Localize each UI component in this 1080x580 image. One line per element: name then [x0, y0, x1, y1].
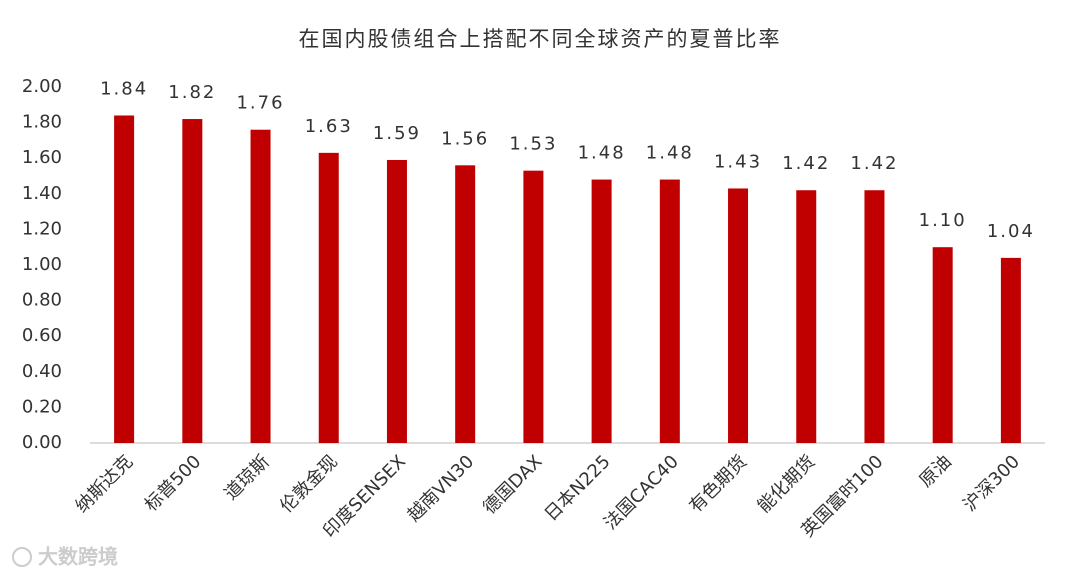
value-label: 1.59: [373, 123, 421, 144]
value-label: 1.48: [646, 143, 694, 164]
value-label: 1.48: [578, 143, 626, 164]
bar: [728, 188, 749, 443]
bar: [250, 129, 271, 443]
x-tick-label: 道琼斯: [221, 451, 274, 504]
bar: [591, 179, 612, 443]
y-tick-label: 0.40: [22, 361, 62, 382]
watermark-icon: [12, 547, 32, 567]
x-tick-label: 沪深300: [959, 451, 1024, 516]
bar: [1000, 257, 1021, 443]
value-label: 1.56: [441, 128, 489, 149]
value-label: 1.63: [305, 116, 353, 137]
x-tick-label: 德国DAX: [479, 451, 546, 518]
x-tick-label: 越南VN30: [404, 451, 479, 526]
value-label: 1.84: [100, 78, 148, 99]
bar: [932, 247, 953, 443]
value-label: 1.82: [168, 82, 216, 103]
x-tick-label: 原油: [915, 451, 955, 491]
watermark: 大数跨境: [38, 545, 118, 569]
y-tick-label: 1.40: [22, 183, 62, 204]
bar: [796, 190, 817, 443]
y-tick-label: 0.80: [22, 290, 62, 311]
y-tick-label: 0.60: [22, 325, 62, 346]
y-tick-label: 2.00: [22, 76, 62, 97]
value-label: 1.04: [987, 221, 1035, 242]
bar: [386, 159, 407, 444]
bar: [864, 190, 885, 443]
bar: [523, 170, 544, 443]
bar: [114, 115, 135, 443]
x-tick-label: 标普500: [141, 451, 206, 516]
x-tick-label: 纳斯达克: [71, 451, 137, 517]
y-tick-label: 1.80: [22, 112, 62, 133]
x-tick-label: 有色期货: [685, 451, 751, 517]
x-tick-label: 伦敦金现: [276, 451, 342, 517]
chart-title: 在国内股债组合上搭配不同全球资产的夏普比率: [299, 27, 782, 51]
bar: [455, 165, 476, 443]
y-tick-label: 1.00: [22, 254, 62, 275]
value-label: 1.53: [509, 134, 557, 155]
bar: [182, 119, 203, 443]
y-tick-label: 1.20: [22, 218, 62, 239]
bar: [659, 179, 680, 443]
x-tick-label: 法国CAC40: [600, 451, 683, 534]
y-tick-label: 0.00: [22, 432, 62, 453]
value-label: 1.10: [919, 210, 967, 231]
y-tick-label: 1.60: [22, 147, 62, 168]
bar: [318, 152, 339, 444]
value-label: 1.42: [850, 153, 898, 174]
x-tick-label: 日本N225: [541, 451, 615, 525]
value-label: 1.43: [714, 151, 762, 172]
value-label: 1.42: [782, 153, 830, 174]
value-label: 1.76: [236, 93, 284, 114]
x-tick-label: 能化期货: [754, 451, 820, 517]
y-tick-label: 0.20: [22, 396, 62, 417]
